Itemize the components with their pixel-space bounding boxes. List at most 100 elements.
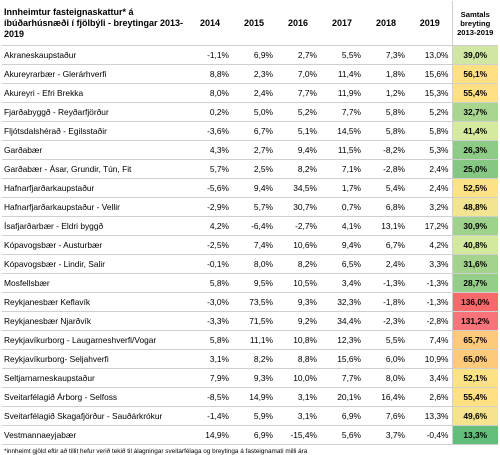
total-change-cell: 49,6% <box>451 406 498 426</box>
table-row: Garðabær - Ásar, Grundir, Tún, Fit 5,7% 2,… <box>2 159 498 179</box>
municipality-name: Sveitarfélagið Skagafjörður - Sauðárkrók… <box>2 406 188 426</box>
municipality-name: Mosfellsbær <box>2 273 188 293</box>
year-change-cell: 11,9% <box>320 83 364 103</box>
total-change-cell: 41,4% <box>451 121 498 141</box>
total-change-cell: 32,7% <box>451 102 498 122</box>
table-row: Mosfellsbær 5,8% 9,5% 10,5% 3,4% -1,3% -1,3% 28… <box>2 273 498 293</box>
year-change-cell: 8,8% <box>276 349 320 369</box>
year-change-cell: 12,3% <box>320 330 364 350</box>
table-row: Fjarðabyggð - Reyðarfjörður 0,2% 5,0% 5,2% 7… <box>2 102 498 122</box>
municipality-name: Akureyri - Efri Brekka <box>2 83 188 103</box>
year-change-cell: 20,1% <box>320 387 364 407</box>
year-header: 2016 <box>287 17 309 28</box>
year-change-cell: 9,3% <box>232 368 276 388</box>
table-row: Ísafjarðarbær - Eldri byggð 4,2% -6,4% -2,7… <box>2 216 498 236</box>
year-change-cell: 5,8% <box>188 273 232 293</box>
year-change-cell: -1,1% <box>188 45 232 65</box>
year-change-cell: 7,7% <box>320 368 364 388</box>
total-change-cell: 25,0% <box>451 159 498 179</box>
year-change-cell: 0,2% <box>188 102 232 122</box>
table-row: Sveitarfélagið Árborg - Selfoss -8,5% 14,9… <box>2 387 498 407</box>
year-change-cell: 5,5% <box>320 45 364 65</box>
year-change-cell: 3,1% <box>276 387 320 407</box>
year-change-cell: 5,6% <box>320 425 364 445</box>
total-change-cell: 28,7% <box>451 273 498 293</box>
year-change-cell: 14,5% <box>320 121 364 141</box>
municipality-name: Garðabær <box>2 140 188 160</box>
year-change-cell: 2,4% <box>408 178 452 198</box>
municipality-name: Akraneskaupstaður <box>2 45 188 65</box>
municipality-name: Akureyrarbær - Glerárhverfi <box>2 64 188 84</box>
year-change-cell: 5,3% <box>408 140 452 160</box>
municipality-name: Reykjanesbær Njarðvík <box>2 311 188 331</box>
table-row: Kópavogsbær - Lindir, Salir -0,1% 8,0% 8,2%… <box>2 254 498 274</box>
total-change-cell: 65,0% <box>451 349 498 369</box>
total-change-header: Samtals breyting 2013-2019 <box>451 1 498 46</box>
year-change-cell: 7,7% <box>276 83 320 103</box>
year-change-cell: 15,6% <box>408 64 452 84</box>
year-change-cell: 2,4% <box>364 254 408 274</box>
year-change-cell: 10,6% <box>276 235 320 255</box>
year-change-cell: 10,8% <box>276 330 320 350</box>
year-change-cell: 5,8% <box>408 121 452 141</box>
table-row: Hafnarfjarðarkaupstaður - Vellir -2,9% 5,7… <box>2 197 498 217</box>
municipality-name: Reykjavíkurborg - Laugarneshverfi/Vogar <box>2 330 188 350</box>
table-row: Fljótsdalshérað - Egilsstaðir -3,6% 6,7% 5,… <box>2 121 498 141</box>
year-change-cell: -3,0% <box>188 292 232 312</box>
year-change-cell: -8,2% <box>364 140 408 160</box>
total-change-cell: 13,3% <box>451 425 498 445</box>
total-change-cell: 131,2% <box>451 311 498 331</box>
year-change-cell: 2,4% <box>408 159 452 179</box>
year-change-cell: 13,3% <box>408 406 452 426</box>
year-change-cell: 3,4% <box>320 273 364 293</box>
total-change-cell: 48,8% <box>451 197 498 217</box>
year-change-cell: 32,3% <box>320 292 364 312</box>
year-change-cell: 5,1% <box>276 121 320 141</box>
property-tax-table: Innheimtur fasteignaskattur* á íbúðarhús… <box>2 1 498 445</box>
table-row: Kópavogsbær - Austurbær -2,5% 7,4% 10,6% 9,4… <box>2 235 498 255</box>
year-change-cell: 2,4% <box>232 83 276 103</box>
year-change-cell: 9,4% <box>276 140 320 160</box>
municipality-name: Sveitarfélagið Árborg - Selfoss <box>2 387 188 407</box>
year-change-cell: 2,7% <box>276 45 320 65</box>
total-change-cell: 31,6% <box>451 254 498 274</box>
year-change-cell: 13,0% <box>408 45 452 65</box>
year-change-cell: 6,0% <box>364 349 408 369</box>
year-header: 2018 <box>375 17 397 28</box>
total-change-cell: 26,3% <box>451 140 498 160</box>
year-change-cell: -1,3% <box>364 273 408 293</box>
municipality-name: Ísafjarðarbær - Eldri byggð <box>2 216 188 236</box>
year-change-cell: 11,1% <box>232 330 276 350</box>
year-change-cell: 3,2% <box>408 197 452 217</box>
year-change-cell: -1,4% <box>188 406 232 426</box>
header-row: Innheimtur fasteignaskattur* á íbúðarhús… <box>2 1 498 46</box>
year-change-cell: 2,5% <box>232 159 276 179</box>
year-change-cell: 7,1% <box>320 159 364 179</box>
year-change-cell: 8,2% <box>276 159 320 179</box>
year-change-cell: 10,0% <box>276 368 320 388</box>
total-change-cell: 55,4% <box>451 83 498 103</box>
municipality-name: Kópavogsbær - Austurbær <box>2 235 188 255</box>
year-change-cell: 3,4% <box>408 368 452 388</box>
year-change-cell: 0,7% <box>320 197 364 217</box>
total-change-cell: 30,9% <box>451 216 498 236</box>
year-change-cell: 5,4% <box>364 178 408 198</box>
total-change-cell: 40,8% <box>451 235 498 255</box>
year-change-cell: 1,7% <box>320 178 364 198</box>
year-change-cell: 8,8% <box>188 64 232 84</box>
year-change-cell: 3,1% <box>276 406 320 426</box>
table-row: Reykjanesbær Njarðvík -3,3% 71,5% 9,2% 34,4%… <box>2 311 498 331</box>
year-change-cell: 9,4% <box>320 235 364 255</box>
year-change-cell: 2,7% <box>232 140 276 160</box>
total-change-cell: 52,1% <box>451 368 498 388</box>
year-change-cell: -1,8% <box>364 292 408 312</box>
year-change-cell: 30,7% <box>276 197 320 217</box>
year-change-cell: 6,8% <box>364 197 408 217</box>
table-row: Reykjavíkurborg- Seljahverfi 3,1% 8,2% 8,8%… <box>2 349 498 369</box>
year-change-cell: 5,9% <box>232 406 276 426</box>
year-change-cell: 6,9% <box>232 45 276 65</box>
year-change-cell: 7,0% <box>276 64 320 84</box>
year-change-cell: 34,4% <box>320 311 364 331</box>
year-change-cell: 11,5% <box>320 140 364 160</box>
total-change-cell: 65,7% <box>451 330 498 350</box>
